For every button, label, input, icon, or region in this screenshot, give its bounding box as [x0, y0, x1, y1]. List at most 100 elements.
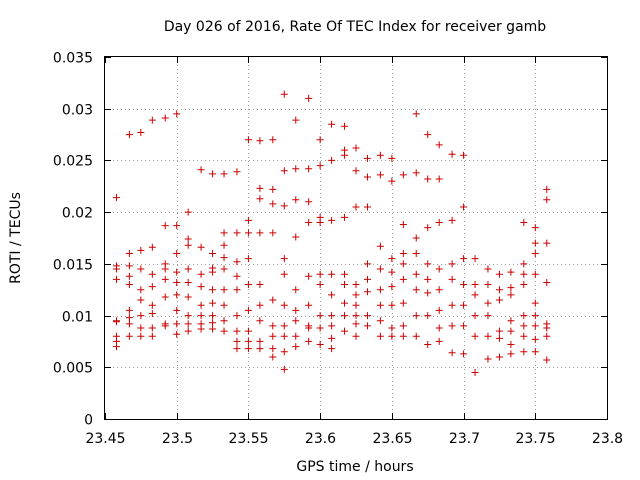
data-point	[137, 296, 145, 304]
data-point	[220, 301, 228, 309]
data-point	[507, 284, 515, 292]
data-point	[125, 320, 133, 328]
data-point	[328, 334, 336, 342]
data-point	[316, 341, 324, 349]
data-point	[424, 175, 432, 183]
data-point	[471, 332, 479, 340]
data-point	[244, 306, 252, 314]
data-point	[269, 353, 277, 361]
data-point	[363, 288, 371, 296]
data-point	[148, 324, 156, 332]
data-point	[316, 312, 324, 320]
data-point	[448, 150, 456, 158]
data-point	[328, 156, 336, 164]
data-point	[363, 275, 371, 283]
data-point	[412, 250, 420, 258]
data-point	[316, 281, 324, 289]
data-point	[388, 177, 396, 185]
data-point	[448, 216, 456, 224]
data-point	[448, 349, 456, 357]
data-point	[209, 312, 217, 320]
data-point	[292, 286, 300, 294]
data-point	[280, 202, 288, 210]
data-point	[209, 250, 217, 258]
data-point	[173, 320, 181, 328]
data-point	[209, 286, 217, 294]
data-point	[388, 332, 396, 340]
data-point	[352, 291, 360, 299]
y-tick-label: 0.005	[53, 361, 93, 377]
data-point	[352, 281, 360, 289]
data-point	[531, 224, 539, 232]
data-point	[233, 272, 241, 280]
data-point	[460, 350, 468, 358]
data-point	[292, 196, 300, 204]
data-point	[495, 353, 503, 361]
data-point	[399, 322, 407, 330]
data-point	[280, 365, 288, 373]
data-point	[352, 144, 360, 152]
data-point	[531, 239, 539, 247]
data-point	[520, 348, 528, 356]
data-point	[292, 317, 300, 325]
data-point	[137, 246, 145, 254]
data-point	[137, 324, 145, 332]
data-point	[256, 195, 264, 203]
data-point	[148, 332, 156, 340]
data-point	[531, 250, 539, 258]
data-point	[125, 281, 133, 289]
data-point	[292, 332, 300, 340]
data-point	[256, 337, 264, 345]
data-point	[244, 136, 252, 144]
data-point	[209, 325, 217, 333]
data-point	[256, 281, 264, 289]
data-point	[543, 185, 551, 193]
data-point	[233, 337, 241, 345]
axis-ticks	[105, 57, 608, 420]
data-point	[531, 322, 539, 330]
data-point	[269, 185, 277, 193]
data-point	[471, 312, 479, 320]
data-point	[233, 312, 241, 320]
data-point	[363, 260, 371, 268]
data-point	[376, 301, 384, 309]
x-tick-label: 23.7	[449, 431, 480, 447]
data-point	[280, 301, 288, 309]
data-point	[412, 110, 420, 118]
data-point	[507, 317, 515, 325]
data-point	[328, 270, 336, 278]
data-point	[424, 289, 432, 297]
data-point	[388, 283, 396, 291]
data-point	[543, 196, 551, 204]
data-point	[531, 312, 539, 320]
data-point	[484, 281, 492, 289]
data-point	[269, 322, 277, 330]
data-point	[184, 278, 192, 286]
data-point	[173, 291, 181, 299]
data-point	[495, 286, 503, 294]
data-point	[161, 114, 169, 122]
data-point	[220, 327, 228, 335]
data-point	[435, 337, 443, 345]
data-point	[435, 141, 443, 149]
data-point	[531, 299, 539, 307]
data-point	[256, 137, 264, 145]
data-point	[269, 200, 277, 208]
data-point	[209, 170, 217, 178]
x-tick-label: 23.75	[515, 431, 555, 447]
data-point	[305, 218, 313, 226]
data-point	[376, 286, 384, 294]
data-point	[328, 322, 336, 330]
data-point	[520, 270, 528, 278]
data-point	[412, 234, 420, 242]
data-point	[328, 345, 336, 353]
data-point	[269, 136, 277, 144]
data-point	[233, 168, 241, 176]
data-point	[341, 312, 349, 320]
data-point	[305, 272, 313, 280]
data-point	[507, 327, 515, 335]
data-point	[399, 171, 407, 179]
data-point	[209, 268, 217, 276]
data-point	[412, 169, 420, 177]
data-point	[435, 324, 443, 332]
